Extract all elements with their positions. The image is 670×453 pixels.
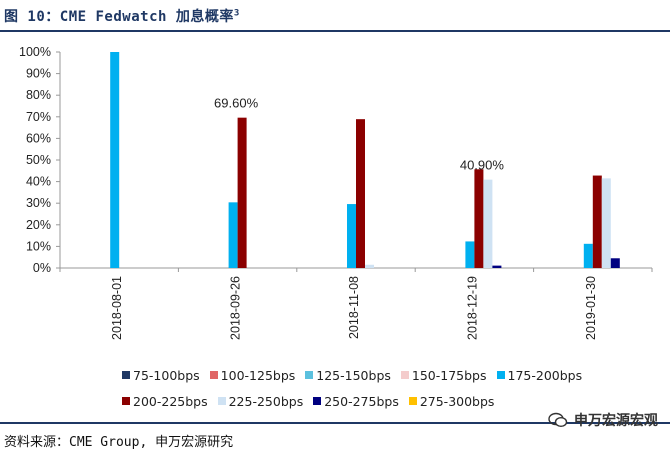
legend-label: 250-275bps xyxy=(324,393,399,409)
legend-item: 150-175bps xyxy=(400,367,487,383)
bar-225-250bps-2019-01-30 xyxy=(601,178,611,268)
watermark: 申万宏源宏观 xyxy=(548,410,658,430)
legend-swatch xyxy=(122,371,130,379)
y-tick-label: 100% xyxy=(19,45,51,59)
bar-200-225bps-2018-09-26 xyxy=(237,117,247,268)
data-label: 69.60% xyxy=(214,96,259,111)
legend-label: 150-175bps xyxy=(411,367,487,383)
bar-250-275bps-2019-01-30 xyxy=(610,258,620,268)
legend-item: 175-200bps xyxy=(496,367,583,383)
legend-item: 125-150bps xyxy=(305,368,391,383)
x-tick-label: 2018-09-26 xyxy=(229,276,243,340)
bar-175-200bps-2018-11-08 xyxy=(347,204,356,268)
chart-legend: 75-100bps 100-125bps 125-150bps 150-175bps 1… xyxy=(122,362,582,414)
legend-item: 225-250bps xyxy=(217,393,304,409)
y-tick-label: 50% xyxy=(26,153,51,167)
x-tick-label: 2019-01-30 xyxy=(584,276,598,340)
legend-item: 200-225bps xyxy=(122,394,208,409)
bar-225-250bps-2018-11-08 xyxy=(365,264,374,268)
source-note: 资料来源：CME Group, 申万宏源研究 xyxy=(4,435,234,450)
y-tick-label: 30% xyxy=(26,196,51,210)
wechat-icon xyxy=(548,412,568,428)
bar-chart: 0% 10% 20% 30% 40% 50% 60% 70% 80% 90% 100% 2018-08… xyxy=(19,45,653,340)
legend-swatch xyxy=(305,371,314,379)
x-tick-label: 2018-12-19 xyxy=(465,276,479,340)
y-tick-label: 60% xyxy=(26,131,51,145)
legend-swatch xyxy=(408,397,417,405)
bar-175-200bps-2018-09-26 xyxy=(228,202,238,268)
legend-swatch xyxy=(313,397,322,405)
legend-swatch xyxy=(496,371,505,379)
x-tick-label: 2018-08-01 xyxy=(110,276,124,340)
legend-item: 100-125bps xyxy=(209,367,296,383)
y-tick-label: 40% xyxy=(26,175,51,189)
bar-175-200bps-2018-08-01 xyxy=(110,52,120,268)
legend-item: 75-100bps xyxy=(122,368,200,383)
legend-label: 225-250bps xyxy=(228,393,304,409)
data-label: 40.90% xyxy=(460,158,505,173)
y-tick-label: 70% xyxy=(26,110,51,124)
bar-225-250bps-2018-12-19 xyxy=(483,179,493,268)
footer-divider xyxy=(0,422,670,424)
legend-item: 250-275bps xyxy=(313,394,399,409)
bar-200-225bps-2018-11-08 xyxy=(356,119,365,269)
legend-label: 200-225bps xyxy=(133,393,208,409)
bar-200-225bps-2018-12-19 xyxy=(474,169,484,268)
legend-swatch xyxy=(122,397,130,405)
bar-175-200bps-2019-01-30 xyxy=(583,243,593,268)
legend-swatch xyxy=(209,371,218,379)
y-tick-label: 10% xyxy=(26,239,51,253)
legend-swatch xyxy=(400,371,409,379)
bar-250-275bps-2018-12-19 xyxy=(492,265,502,268)
legend-label: 125-150bps xyxy=(316,367,391,383)
legend-row: 75-100bps 100-125bps 125-150bps 150-175bps 1… xyxy=(122,362,582,388)
legend-item: 275-300bps xyxy=(408,393,495,409)
legend-swatch xyxy=(217,397,226,405)
watermark-text: 申万宏源宏观 xyxy=(574,413,658,429)
x-tick-label: 2018-11-08 xyxy=(347,276,361,339)
chart-title: 图 10：CME Fedwatch 加息概率3 xyxy=(4,8,240,25)
legend-row: 200-225bps 225-250bps 250-275bps 275-300bps xyxy=(122,388,582,414)
legend-label: 175-200bps xyxy=(507,367,583,383)
legend-label: 75-100bps xyxy=(133,367,200,383)
y-tick-label: 90% xyxy=(26,67,51,81)
bar-175-200bps-2018-12-19 xyxy=(465,241,475,268)
y-tick-label: 20% xyxy=(26,218,51,232)
bar-200-225bps-2019-01-30 xyxy=(592,175,602,268)
title-divider xyxy=(0,30,670,32)
y-tick-label: 0% xyxy=(33,261,51,275)
legend-label: 100-125bps xyxy=(220,367,296,383)
legend-label: 275-300bps xyxy=(419,393,495,409)
y-tick-label: 80% xyxy=(26,88,51,102)
